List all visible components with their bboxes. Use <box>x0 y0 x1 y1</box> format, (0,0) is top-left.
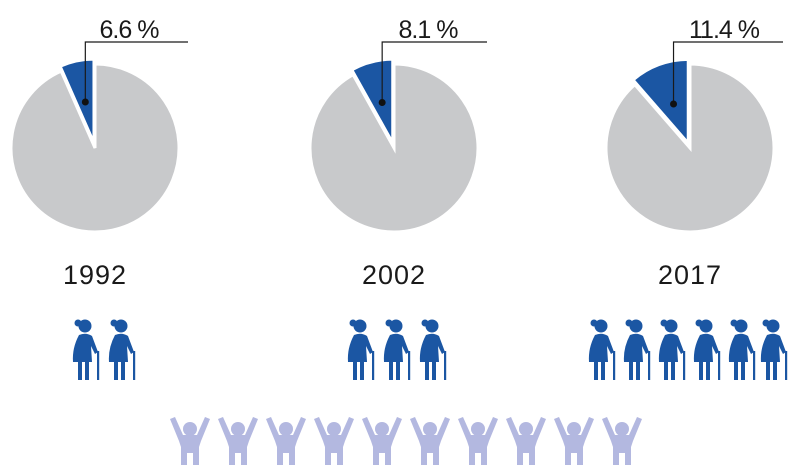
pie-chart: 11.4 % 2017 <box>604 16 783 290</box>
leader-dot <box>670 100 678 108</box>
elder-icon <box>658 319 686 380</box>
elder-icon <box>588 319 616 380</box>
elder-icon <box>623 319 651 380</box>
elders-1992 <box>72 319 136 380</box>
elder-icon <box>760 319 788 380</box>
pie-chart: 8.1 % 2002 <box>308 16 487 290</box>
elder-icon <box>419 319 447 380</box>
child-icon <box>506 417 546 465</box>
child-icon <box>410 417 450 465</box>
elder-icon <box>72 319 100 380</box>
child-icon <box>266 417 306 465</box>
elder-icon <box>383 319 411 380</box>
pie-remainder <box>9 62 181 234</box>
leader-dot <box>378 99 386 107</box>
pie-remainder <box>604 62 776 234</box>
elders-2017 <box>588 319 788 380</box>
label-leader <box>381 41 487 103</box>
elder-icon <box>108 319 136 380</box>
leader-dot <box>81 98 89 106</box>
value-label: 8.1 % <box>399 16 459 44</box>
child-icon <box>602 417 642 465</box>
child-icon <box>314 417 354 465</box>
child-icon <box>362 417 402 465</box>
pie-chart: 6.6 % 1992 <box>9 16 188 290</box>
year-label: 1992 <box>63 260 127 290</box>
label-leader <box>84 41 188 103</box>
year-label: 2002 <box>362 260 426 290</box>
child-icon <box>218 417 258 465</box>
elder-icon <box>347 319 375 380</box>
children-row <box>170 417 642 465</box>
label-leader <box>672 41 783 104</box>
elder-icon <box>693 319 721 380</box>
value-label: 6.6 % <box>100 16 160 44</box>
elders-2002 <box>347 319 447 380</box>
child-icon <box>170 417 210 465</box>
value-label: 11.4 % <box>689 16 760 44</box>
year-label: 2017 <box>658 260 722 290</box>
pie-slice <box>630 57 690 148</box>
elder-icon <box>728 319 756 380</box>
child-icon <box>458 417 498 465</box>
child-icon <box>554 417 594 465</box>
